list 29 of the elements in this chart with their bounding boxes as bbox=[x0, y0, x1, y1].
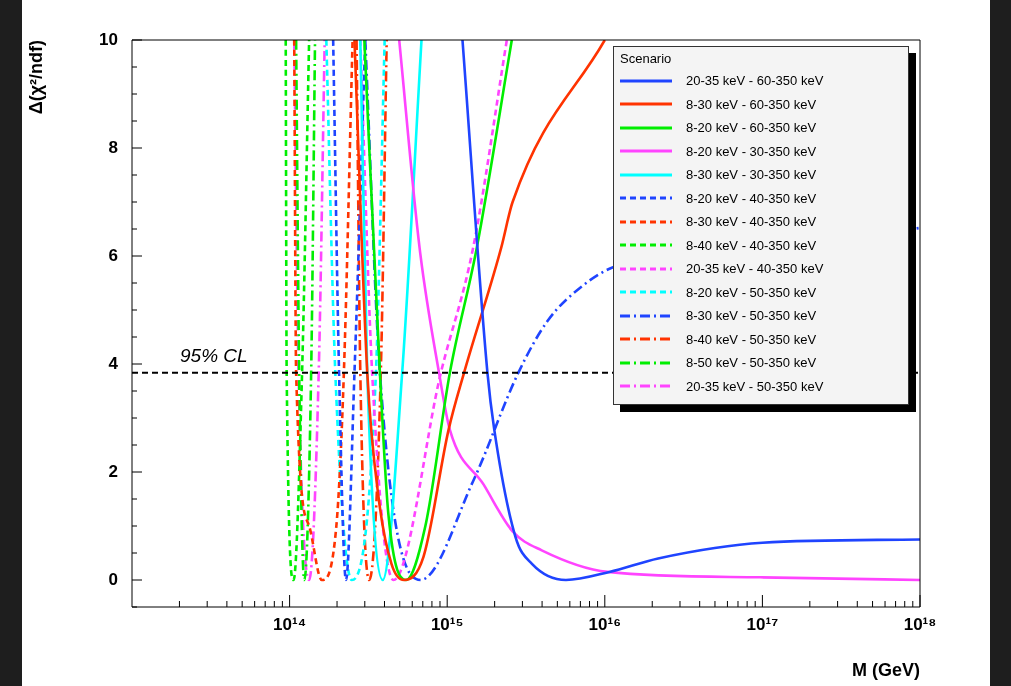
legend-label: 8-40 keV - 40-350 keV bbox=[686, 237, 817, 253]
legend-label: 8-20 keV - 60-350 keV bbox=[686, 120, 817, 136]
x-tick-label: 10¹⁷ bbox=[746, 614, 779, 634]
x-tick-label: 10¹⁵ bbox=[430, 614, 464, 634]
legend-label: 8-20 keV - 30-350 keV bbox=[686, 143, 817, 159]
legend-label: 8-30 keV - 30-350 keV bbox=[686, 167, 817, 183]
ref-line-label: 95% CL bbox=[180, 345, 248, 367]
legend-label: 8-30 keV - 60-350 keV bbox=[686, 96, 817, 112]
x-tick-label: 10¹⁴ bbox=[273, 614, 307, 634]
legend-label: 20-35 keV - 50-350 keV bbox=[686, 378, 824, 394]
y-tick-label: 10 bbox=[99, 29, 118, 49]
legend-label: 20-35 keV - 40-350 keV bbox=[686, 261, 824, 277]
x-tick-label: 10¹⁶ bbox=[588, 614, 621, 634]
y-tick-label: 4 bbox=[108, 353, 119, 373]
x-tick-label: 10¹⁸ bbox=[903, 614, 937, 634]
legend-label: 8-50 keV - 50-350 keV bbox=[686, 355, 817, 371]
legend-label: 8-20 keV - 40-350 keV bbox=[686, 190, 817, 206]
legend-label: 20-35 keV - 60-350 keV bbox=[686, 73, 824, 89]
legend-title: Scenario bbox=[620, 51, 673, 66]
legend-label: 8-20 keV - 50-350 keV bbox=[686, 284, 817, 300]
legend-label: 8-30 keV - 40-350 keV bbox=[686, 214, 817, 230]
y-tick-label: 8 bbox=[108, 137, 118, 157]
legend-label: 8-30 keV - 50-350 keV bbox=[686, 308, 817, 324]
y-axis-title: Δ(χ²/ndf) bbox=[25, 40, 46, 115]
legend-label: 8-40 keV - 50-350 keV bbox=[686, 331, 817, 347]
y-tick-label: 0 bbox=[108, 569, 118, 589]
y-tick-label: 6 bbox=[108, 245, 118, 265]
x-axis-title: M (GeV) bbox=[851, 660, 920, 681]
y-tick-label: 2 bbox=[108, 461, 118, 481]
